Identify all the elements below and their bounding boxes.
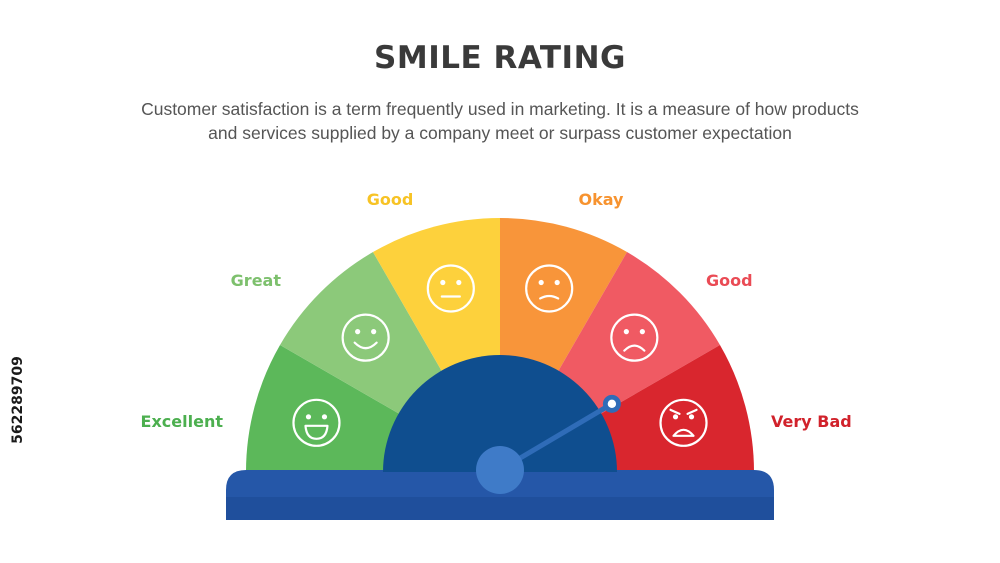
face-eye-right (371, 329, 376, 334)
face-eye-left (624, 329, 629, 334)
face-eye-left (539, 280, 544, 285)
face-eye-right (555, 280, 560, 285)
segment-label-4: Okay (579, 190, 625, 209)
base-bar-lower (226, 497, 774, 520)
face-eye-right (322, 414, 327, 419)
segment-label-5: Good (706, 271, 753, 290)
side-id-text: 562289709 (0, 320, 38, 480)
segment-label-2: Great (231, 271, 282, 290)
face-eye-right (689, 414, 694, 419)
needle-tip-dot (608, 400, 616, 408)
segment-label-3: Good (367, 190, 414, 209)
side-id-label: 562289709 (10, 356, 26, 444)
needle-pivot (476, 446, 524, 494)
face-eye-right (456, 280, 461, 285)
face-eye-left (440, 280, 445, 285)
segment-label-6: Very Bad (771, 412, 852, 431)
face-eye-left (355, 329, 360, 334)
face-eye-left (306, 414, 311, 419)
segment-label-1: Excellent (141, 412, 224, 431)
face-eye-left (673, 414, 678, 419)
face-eye-right (640, 329, 645, 334)
